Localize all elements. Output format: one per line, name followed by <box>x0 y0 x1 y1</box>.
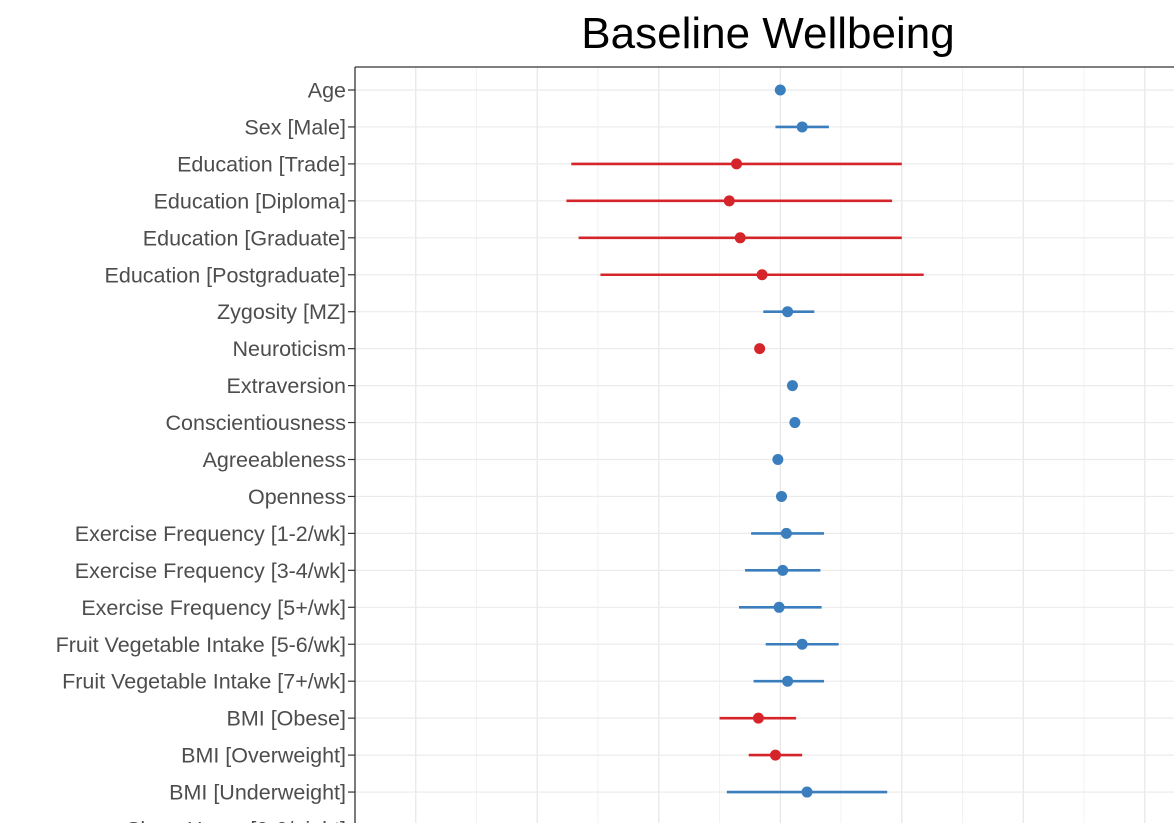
point-estimate <box>754 343 766 355</box>
point-estimate <box>782 675 794 687</box>
y-tick-label: BMI [Obese] <box>227 707 347 731</box>
point-estimate <box>776 490 788 502</box>
point-estimate <box>773 601 785 613</box>
y-tick-label: Education [Trade] <box>177 152 346 176</box>
y-tick-label: Exercise Frequency [3-4/wk] <box>75 559 346 583</box>
y-tick-label: Fruit Vegetable Intake [7+/wk] <box>62 670 346 694</box>
y-tick-label: Sex [Male] <box>244 115 346 139</box>
y-tick-label: Agreeableness <box>203 448 346 472</box>
point-estimate <box>772 454 784 465</box>
point-estimate <box>752 712 764 724</box>
y-tick-label: BMI [Overweight] <box>181 744 346 768</box>
chart-title: Baseline Wellbeing <box>581 9 954 58</box>
point-estimate <box>780 527 792 539</box>
y-tick-label: Openness <box>248 485 346 509</box>
y-tick-label: Education [Graduate] <box>143 226 346 250</box>
y-tick-label: Education [Diploma] <box>154 189 346 213</box>
point-estimate <box>731 158 743 170</box>
point-estimate <box>723 195 735 207</box>
y-tick-label: Age <box>308 79 346 103</box>
point-estimate <box>796 638 808 650</box>
point-estimate <box>796 121 808 133</box>
y-tick-label: Zygosity [MZ] <box>217 300 346 324</box>
point-estimate <box>789 417 801 429</box>
y-tick-label: Sleep Hours [0-6/night] <box>126 818 346 823</box>
point-estimate <box>756 269 768 281</box>
grid-lines <box>355 67 1174 823</box>
y-tick-label: BMI [Underweight] <box>169 781 346 805</box>
y-tick-label: Fruit Vegetable Intake [5-6/wk] <box>56 633 346 657</box>
y-tick-label: Exercise Frequency [5+/wk] <box>81 596 346 620</box>
y-tick-label: Education [Postgraduate] <box>105 263 346 287</box>
point-estimate <box>801 786 813 798</box>
y-tick-label: Conscientiousness <box>166 411 346 435</box>
chart-marks <box>566 84 924 798</box>
point-estimate <box>786 380 798 392</box>
point-estimate <box>774 84 786 96</box>
y-axis-labels: Age Sex [Male] Education [Trade] Education … <box>56 79 355 823</box>
point-estimate <box>769 749 781 761</box>
y-tick-label: Extraversion <box>227 374 347 398</box>
y-tick-label: Neuroticism <box>233 337 347 361</box>
y-tick-label: Exercise Frequency [1-2/wk] <box>75 522 346 546</box>
panel-border <box>354 66 1174 823</box>
point-estimate <box>782 306 794 318</box>
point-estimate <box>777 564 789 576</box>
point-estimate <box>734 232 746 244</box>
